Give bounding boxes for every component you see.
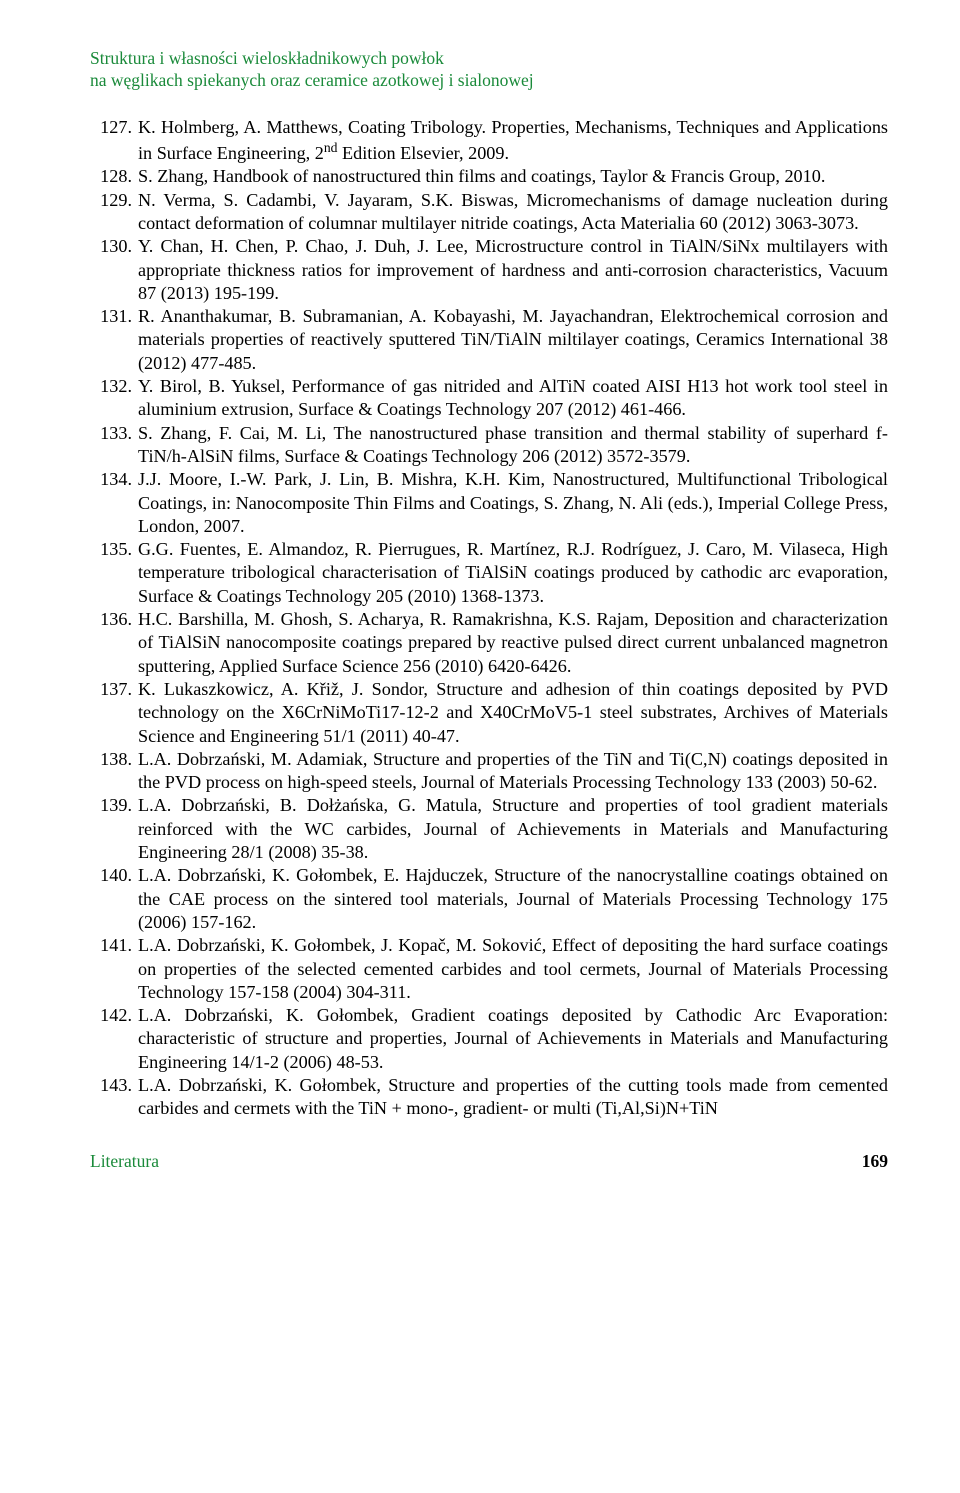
reference-text: J.J. Moore, I.-W. Park, J. Lin, B. Mishr… <box>138 468 888 538</box>
reference-text: S. Zhang, F. Cai, M. Li, The nanostructu… <box>138 422 888 469</box>
reference-number: 129. <box>90 189 138 236</box>
reference-item: 141.L.A. Dobrzański, K. Gołombek, J. Kop… <box>90 934 888 1004</box>
reference-number: 134. <box>90 468 138 538</box>
reference-number: 133. <box>90 422 138 469</box>
reference-item: 142.L.A. Dobrzański, K. Gołombek, Gradie… <box>90 1004 888 1074</box>
footer-section-label: Literatura <box>90 1151 159 1172</box>
reference-number: 127. <box>90 116 138 166</box>
references-list: 127.K. Holmberg, A. Matthews, Coating Tr… <box>90 116 888 1121</box>
reference-text: L.A. Dobrzański, K. Gołombek, E. Hajducz… <box>138 864 888 934</box>
reference-number: 132. <box>90 375 138 422</box>
reference-number: 131. <box>90 305 138 375</box>
reference-text: N. Verma, S. Cadambi, V. Jayaram, S.K. B… <box>138 189 888 236</box>
reference-item: 136.H.C. Barshilla, M. Ghosh, S. Acharya… <box>90 608 888 678</box>
reference-number: 142. <box>90 1004 138 1074</box>
reference-item: 143.L.A. Dobrzański, K. Gołombek, Struct… <box>90 1074 888 1121</box>
reference-item: 130.Y. Chan, H. Chen, P. Chao, J. Duh, J… <box>90 235 888 305</box>
page-header: Struktura i własności wieloskładnikowych… <box>90 48 888 92</box>
reference-text: H.C. Barshilla, M. Ghosh, S. Acharya, R.… <box>138 608 888 678</box>
reference-text: K. Lukaszkowicz, A. Křiž, J. Sondor, Str… <box>138 678 888 748</box>
footer-page-number: 169 <box>862 1151 888 1172</box>
reference-item: 127.K. Holmberg, A. Matthews, Coating Tr… <box>90 116 888 166</box>
reference-item: 128.S. Zhang, Handbook of nanostructured… <box>90 165 888 188</box>
reference-item: 132.Y. Birol, B. Yuksel, Performance of … <box>90 375 888 422</box>
header-line-1: Struktura i własności wieloskładnikowych… <box>90 48 888 70</box>
reference-number: 137. <box>90 678 138 748</box>
page: Struktura i własności wieloskładnikowych… <box>0 0 960 1212</box>
reference-text: L.A. Dobrzański, B. Dołżańska, G. Matula… <box>138 794 888 864</box>
reference-text: S. Zhang, Handbook of nanostructured thi… <box>138 165 888 188</box>
reference-text: R. Ananthakumar, B. Subramanian, A. Koba… <box>138 305 888 375</box>
reference-item: 131.R. Ananthakumar, B. Subramanian, A. … <box>90 305 888 375</box>
reference-text: Y. Birol, B. Yuksel, Performance of gas … <box>138 375 888 422</box>
reference-text: L.A. Dobrzański, K. Gołombek, J. Kopač, … <box>138 934 888 1004</box>
reference-number: 138. <box>90 748 138 795</box>
reference-number: 143. <box>90 1074 138 1121</box>
reference-item: 129.N. Verma, S. Cadambi, V. Jayaram, S.… <box>90 189 888 236</box>
reference-item: 140.L.A. Dobrzański, K. Gołombek, E. Haj… <box>90 864 888 934</box>
reference-number: 135. <box>90 538 138 608</box>
reference-item: 139.L.A. Dobrzański, B. Dołżańska, G. Ma… <box>90 794 888 864</box>
reference-number: 141. <box>90 934 138 1004</box>
reference-item: 138.L.A. Dobrzański, M. Adamiak, Structu… <box>90 748 888 795</box>
reference-text: K. Holmberg, A. Matthews, Coating Tribol… <box>138 116 888 166</box>
header-line-2: na węglikach spiekanych oraz ceramice az… <box>90 70 888 92</box>
reference-item: 134.J.J. Moore, I.-W. Park, J. Lin, B. M… <box>90 468 888 538</box>
reference-number: 139. <box>90 794 138 864</box>
reference-number: 128. <box>90 165 138 188</box>
reference-item: 137.K. Lukaszkowicz, A. Křiž, J. Sondor,… <box>90 678 888 748</box>
reference-text: L.A. Dobrzański, K. Gołombek, Structure … <box>138 1074 888 1121</box>
reference-text: L.A. Dobrzański, M. Adamiak, Structure a… <box>138 748 888 795</box>
reference-number: 130. <box>90 235 138 305</box>
reference-item: 133.S. Zhang, F. Cai, M. Li, The nanostr… <box>90 422 888 469</box>
reference-text: L.A. Dobrzański, K. Gołombek, Gradient c… <box>138 1004 888 1074</box>
reference-text: G.G. Fuentes, E. Almandoz, R. Pierrugues… <box>138 538 888 608</box>
reference-number: 140. <box>90 864 138 934</box>
page-footer: Literatura 169 <box>90 1151 888 1172</box>
reference-item: 135.G.G. Fuentes, E. Almandoz, R. Pierru… <box>90 538 888 608</box>
reference-number: 136. <box>90 608 138 678</box>
reference-text: Y. Chan, H. Chen, P. Chao, J. Duh, J. Le… <box>138 235 888 305</box>
